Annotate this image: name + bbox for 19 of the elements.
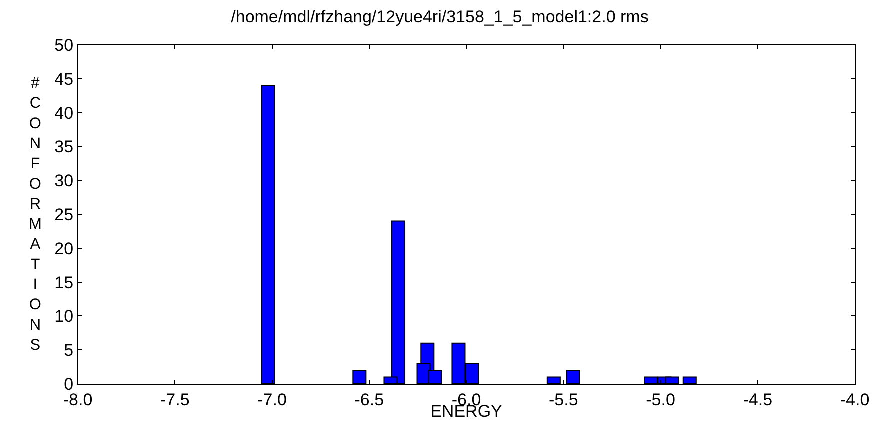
x-tick-label: -4.5 xyxy=(743,390,773,410)
y-tick-label: 50 xyxy=(54,36,74,55)
x-tick-label: -7.5 xyxy=(160,390,190,410)
y-tick-label: 25 xyxy=(54,205,74,224)
text: #CONFORMATIONS xyxy=(29,75,42,354)
x-tick-label: -4.0 xyxy=(840,390,870,410)
y-tick-label: 35 xyxy=(54,138,74,157)
y-tick-label: 20 xyxy=(54,239,74,258)
x-tick-label: -5.5 xyxy=(548,390,578,410)
y-tick-label: 45 xyxy=(54,70,74,89)
x-tick-label: -7.0 xyxy=(258,390,287,410)
y-tick-label: 30 xyxy=(54,172,74,191)
y-tick-label: 10 xyxy=(54,307,74,326)
chart-title: /home/mdl/rfzhang/12yue4ri/3158_1_5_model1:2.0 rms xyxy=(231,7,649,26)
x-tick-label: -5.0 xyxy=(646,390,676,410)
y-tick-label: 15 xyxy=(54,273,74,292)
x-tick-label: -6.5 xyxy=(354,390,384,410)
y-tick-label: 40 xyxy=(54,104,74,123)
y-tick-label: 5 xyxy=(64,341,74,360)
